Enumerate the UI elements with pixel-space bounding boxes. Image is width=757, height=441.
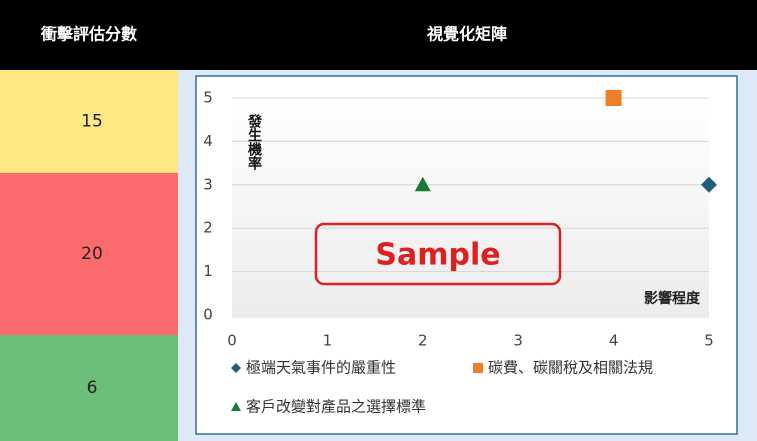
x-tick-label: 5 xyxy=(704,332,714,350)
legend-marker xyxy=(231,402,241,411)
watermark: Sample xyxy=(375,238,500,273)
legend-label: 極端天氣事件的嚴重性 xyxy=(246,359,396,377)
y-tick-label: 1 xyxy=(203,262,213,280)
legend-label: 客戶改變對產品之選擇標準 xyxy=(246,398,426,416)
score-value: 6 xyxy=(87,378,98,398)
legend-label: 碳費、碳關稅及相關法規 xyxy=(488,359,653,377)
y-tick-label: 5 xyxy=(203,89,213,107)
data-point xyxy=(414,176,431,192)
watermark-box xyxy=(314,222,562,286)
x-tick-label: 4 xyxy=(609,332,619,350)
score-value: 15 xyxy=(81,112,103,132)
y-tick-label: 3 xyxy=(203,175,213,193)
x-tick-label: 1 xyxy=(323,332,333,350)
y-axis-label: 發生機率 xyxy=(246,113,263,171)
x-axis-label: 影響程度 xyxy=(644,290,701,307)
x-tick-label: 0 xyxy=(227,332,237,350)
x-tick-label: 2 xyxy=(418,332,428,350)
y-tick-label: 0 xyxy=(203,306,213,324)
score-cell xyxy=(0,335,178,441)
plot-area xyxy=(232,98,709,318)
legend-marker xyxy=(231,363,241,373)
y-tick-label: 4 xyxy=(203,132,213,150)
column-header: 視覺化矩陣 xyxy=(426,25,507,44)
column-header: 衝擊評估分數 xyxy=(40,25,137,44)
score-cell xyxy=(0,70,178,173)
header-bar xyxy=(0,0,757,70)
score-cell xyxy=(0,173,178,335)
data-point xyxy=(605,90,622,106)
data-point xyxy=(701,176,717,193)
y-tick-label: 2 xyxy=(203,219,213,237)
legend-marker xyxy=(473,363,483,373)
score-value: 20 xyxy=(81,244,103,264)
x-tick-label: 3 xyxy=(513,332,523,350)
